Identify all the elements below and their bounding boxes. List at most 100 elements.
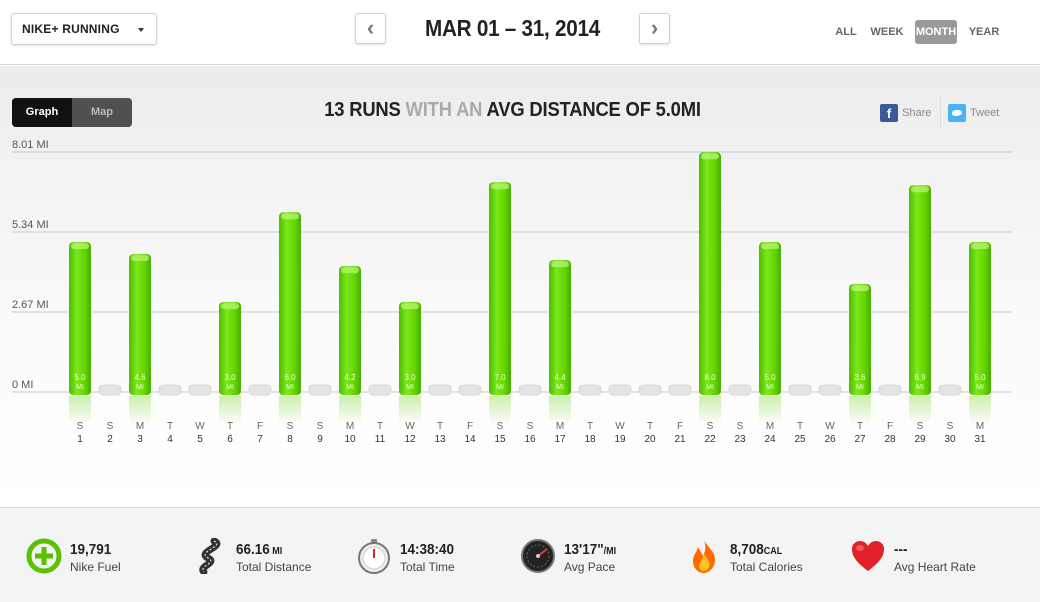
weekday-label: S	[737, 421, 744, 432]
day-number-label: 25	[794, 434, 806, 445]
bar-unit-label: MI	[556, 384, 564, 391]
empty-day-bar	[878, 384, 902, 396]
distance-bar	[339, 266, 361, 395]
bar-value-label: 5.0	[74, 373, 86, 382]
bar-reflection	[549, 396, 571, 424]
day-number-label: 21	[674, 434, 686, 445]
heart-rate-value: ---	[894, 541, 908, 558]
bar-highlight	[911, 186, 929, 193]
bar-reflection	[129, 396, 151, 424]
day-number-label: 19	[614, 434, 626, 445]
weekday-label: S	[527, 421, 534, 432]
empty-day-bar	[818, 384, 842, 396]
empty-day-bar	[668, 384, 692, 396]
weekday-label: W	[405, 421, 415, 432]
distance-bar	[759, 242, 781, 395]
empty-day-bar	[578, 384, 602, 396]
empty-day-bar	[728, 384, 752, 396]
weekday-label: S	[107, 421, 114, 432]
bar-reflection	[699, 396, 721, 424]
nike-fuel-icon	[26, 538, 62, 574]
bar-reflection	[339, 396, 361, 424]
bar-value-label: 4.2	[344, 373, 356, 382]
weekday-label: S	[317, 421, 324, 432]
tab-month[interactable]: MONTH	[915, 20, 957, 44]
weekday-label: S	[917, 421, 924, 432]
bar-highlight	[341, 267, 359, 274]
map-view-button[interactable]: Map	[72, 98, 132, 127]
weekday-label: M	[556, 421, 564, 432]
prev-period-button[interactable]: ‹	[355, 13, 386, 44]
app-selector[interactable]: NIKE+ RUNNING	[11, 13, 157, 45]
bar-highlight	[971, 243, 989, 250]
facebook-share-label: Share	[902, 107, 932, 119]
day-number-label: 29	[914, 434, 926, 445]
weekday-label: T	[437, 421, 443, 432]
distance-bar	[909, 185, 931, 395]
bar-reflection	[849, 396, 871, 424]
weekday-label: T	[587, 421, 593, 432]
bar-highlight	[401, 303, 419, 310]
empty-day-bar	[788, 384, 812, 396]
bar-value-label: 8.0	[704, 373, 716, 382]
weekday-label: F	[257, 421, 263, 432]
distance-bar	[849, 284, 871, 395]
day-number-label: 18	[584, 434, 596, 445]
bar-highlight	[221, 303, 239, 310]
bar-highlight	[71, 243, 89, 250]
pace-number: 13'17"	[564, 541, 604, 558]
day-number-label: 24	[764, 434, 776, 445]
bar-reflection	[969, 396, 991, 424]
bar-highlight	[551, 261, 569, 268]
empty-day-bar	[638, 384, 662, 396]
stopwatch-icon	[358, 539, 390, 574]
next-period-button[interactable]: ›	[639, 13, 670, 44]
flame-icon	[693, 540, 716, 573]
bar-highlight	[851, 285, 869, 292]
distance-bar	[69, 242, 91, 395]
fuel-value: 19,791	[70, 541, 112, 558]
pace-label: Avg Pace	[564, 560, 616, 574]
facebook-share-button[interactable]: f Share	[880, 104, 931, 122]
empty-day-bar	[158, 384, 182, 396]
distance-bar	[219, 302, 241, 395]
bar-unit-label: MI	[856, 384, 864, 391]
stats-bar: 19,791 Nike Fuel 66.16 MI Total Distance…	[0, 507, 1040, 602]
fuel-label: Nike Fuel	[70, 560, 121, 574]
distance-label: Total Distance	[236, 560, 312, 574]
bar-unit-label: MI	[406, 384, 414, 391]
bar-highlight	[131, 255, 149, 262]
run-summary: 13 RUNS WITH AN AVG DISTANCE OF 5.0MI	[308, 99, 717, 122]
graph-view-button[interactable]: Graph	[12, 98, 72, 127]
twitter-tweet-button[interactable]: Tweet	[948, 104, 999, 122]
weekday-label: S	[287, 421, 294, 432]
tab-all[interactable]: ALL	[835, 26, 857, 38]
weekday-label: S	[77, 421, 84, 432]
bar-value-label: 5.0	[764, 373, 776, 382]
distance-bar	[699, 152, 721, 395]
bar-value-label: 4.4	[554, 373, 566, 382]
bar-reflection	[489, 396, 511, 424]
weekday-label: S	[947, 421, 954, 432]
bar-value-label: 3.0	[404, 373, 416, 382]
day-number-label: 26	[824, 434, 836, 445]
bar-unit-label: MI	[286, 384, 294, 391]
weekday-label: S	[707, 421, 714, 432]
weekday-label: F	[887, 421, 893, 432]
tab-week[interactable]: WEEK	[870, 26, 904, 38]
share-divider	[940, 96, 941, 128]
empty-day-bar	[248, 384, 272, 396]
bar-unit-label: MI	[136, 384, 144, 391]
day-number-label: 2	[107, 434, 113, 445]
bar-unit-label: MI	[916, 384, 924, 391]
weekday-label: M	[766, 421, 774, 432]
caret-down-icon	[138, 28, 144, 32]
empty-day-bar	[938, 384, 962, 396]
facebook-icon: f	[880, 104, 898, 122]
bar-value-label: 3.6	[854, 373, 866, 382]
empty-day-bar	[368, 384, 392, 396]
bar-highlight	[701, 153, 719, 160]
day-number-label: 11	[375, 434, 386, 445]
tab-year[interactable]: YEAR	[968, 26, 1000, 38]
day-number-label: 13	[434, 434, 446, 445]
